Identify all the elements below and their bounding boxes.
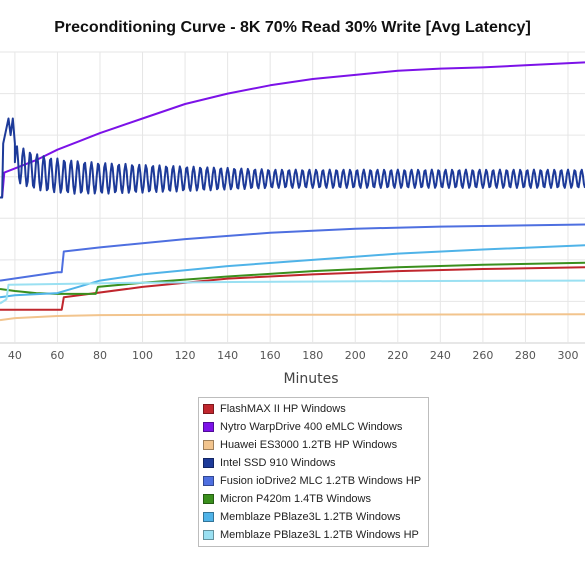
legend: FlashMAX II HP Windows Nytro WarpDrive 40… (198, 397, 429, 547)
legend-swatch (203, 440, 214, 450)
x-axis-title: Minutes (283, 371, 338, 387)
series-lines (0, 61, 585, 322)
legend-label: Nytro WarpDrive 400 eMLC Windows (220, 421, 403, 433)
legend-swatch (203, 422, 214, 432)
legend-item[interactable]: Huawei ES3000 1.2TB HP Windows (199, 436, 428, 454)
legend-label: Huawei ES3000 1.2TB HP Windows (220, 439, 398, 451)
series-line (0, 313, 585, 322)
x-tick-label: 120 (175, 349, 196, 362)
x-tick-label: 220 (387, 349, 408, 362)
legend-item[interactable]: Fusion ioDrive2 MLC 1.2TB Windows HP (199, 472, 428, 490)
legend-swatch (203, 404, 214, 414)
legend-item[interactable]: Micron P420m 1.4TB Windows (199, 490, 428, 508)
x-tick-label: 180 (302, 349, 323, 362)
x-tick-label: 140 (217, 349, 238, 362)
x-tick-label: 100 (132, 349, 153, 362)
legend-swatch (203, 512, 214, 522)
series-line (0, 61, 585, 199)
x-tick-label: 160 (260, 349, 281, 362)
series-line (0, 261, 585, 295)
legend-label: Intel SSD 910 Windows (220, 457, 336, 469)
series-line (0, 266, 585, 311)
legend-swatch (203, 476, 214, 486)
legend-item[interactable]: FlashMAX II HP Windows (199, 400, 428, 418)
legend-label: Memblaze PBlaze3L 1.2TB Windows HP (220, 529, 419, 541)
x-tick-label: 60 (50, 349, 64, 362)
legend-swatch (203, 458, 214, 468)
legend-label: Micron P420m 1.4TB Windows (220, 493, 371, 505)
chart-title: Preconditioning Curve - 8K 70% Read 30% … (54, 19, 531, 36)
x-tick-label: 80 (93, 349, 107, 362)
series-line (0, 244, 585, 299)
grid-lines (0, 51, 585, 344)
legend-label: Memblaze PBlaze3L 1.2TB Windows (220, 511, 401, 523)
legend-swatch (203, 494, 214, 504)
x-tick-label: 40 (8, 349, 22, 362)
series-line (0, 223, 585, 282)
legend-swatch (203, 530, 214, 540)
legend-label: Fusion ioDrive2 MLC 1.2TB Windows HP (220, 475, 422, 487)
legend-item[interactable]: Nytro WarpDrive 400 eMLC Windows (199, 418, 428, 436)
legend-label: FlashMAX II HP Windows (220, 403, 346, 415)
x-axis-ticks: 40 60 80 100 120 140 160 180 200 220 240 260 280 300 (8, 349, 579, 362)
x-tick-label: 260 (472, 349, 493, 362)
legend-item[interactable]: Memblaze PBlaze3L 1.2TB Windows HP (199, 526, 428, 544)
legend-item[interactable]: Intel SSD 910 Windows (199, 454, 428, 472)
legend-item[interactable]: Memblaze PBlaze3L 1.2TB Windows (199, 508, 428, 526)
x-tick-label: 240 (430, 349, 451, 362)
x-tick-label: 280 (515, 349, 536, 362)
series-line (0, 117, 585, 199)
x-tick-label: 200 (345, 349, 366, 362)
x-tick-label: 300 (557, 349, 578, 362)
series-line (0, 279, 585, 305)
